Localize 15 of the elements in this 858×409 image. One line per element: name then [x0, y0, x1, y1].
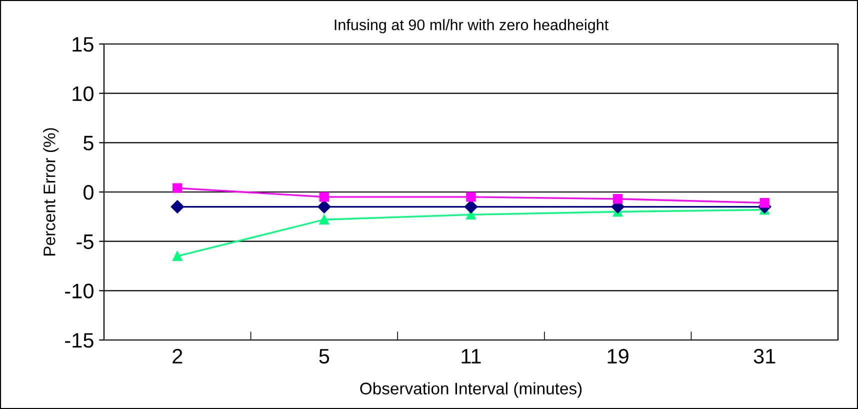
y-tick-label: -5 [76, 234, 94, 250]
x-tick-label: 11 [462, 349, 481, 364]
y-tick-label: -10 [65, 284, 94, 298]
x-tick-label: 31 [754, 348, 776, 364]
y-tick-label: 10 [72, 86, 94, 102]
y-tick-label: 0 [84, 185, 94, 200]
y-tick-label: 5 [84, 136, 94, 150]
x-tick-label: 19 [608, 348, 628, 364]
y-axis-title: Percent Error (%) [43, 128, 59, 256]
x-axis-title: Observation Interval (minutes) [360, 382, 582, 398]
x-tick-label: 5 [319, 349, 330, 364]
y-tick-label: -15 [65, 333, 94, 348]
y-tick-label: 15 [72, 37, 94, 52]
chart-title: Infusing at 90 ml/hr with zero headheight [334, 19, 608, 34]
x-tick-label: 2 [172, 348, 182, 364]
